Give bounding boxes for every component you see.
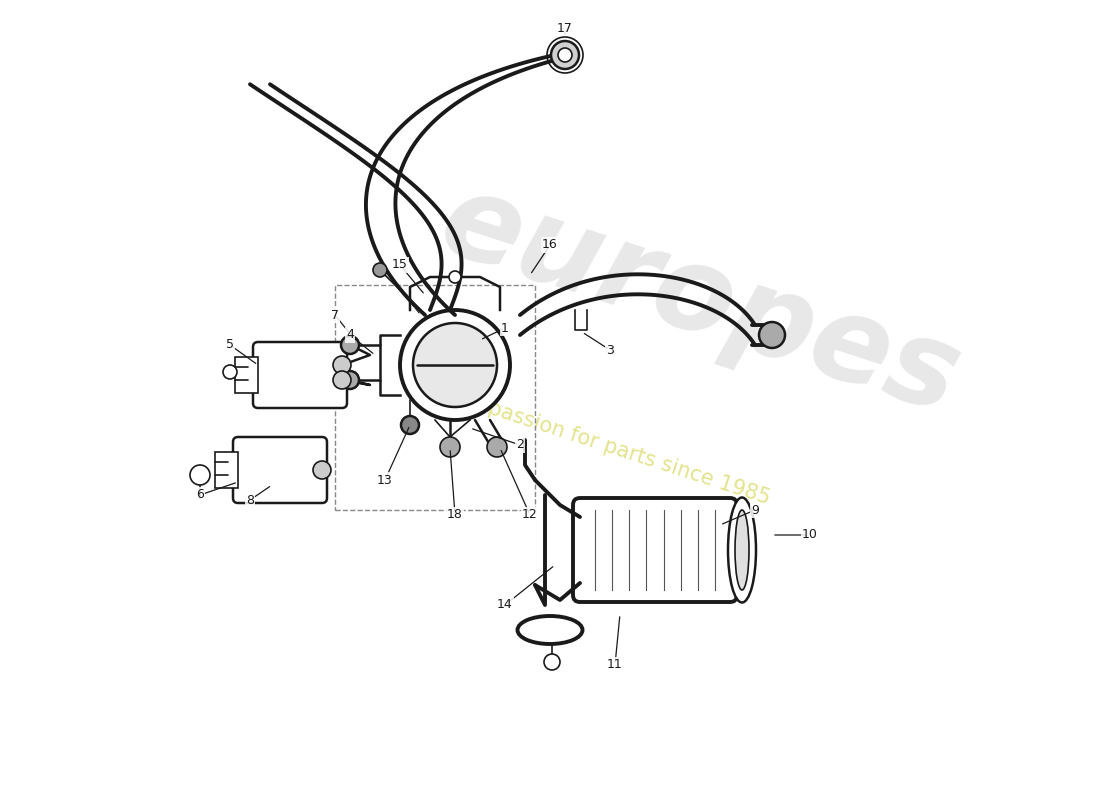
- FancyBboxPatch shape: [253, 342, 346, 408]
- Ellipse shape: [517, 616, 583, 644]
- Text: 9: 9: [751, 503, 759, 517]
- Circle shape: [551, 41, 579, 69]
- Text: a passion for parts since 1985: a passion for parts since 1985: [468, 392, 773, 508]
- Text: 14: 14: [497, 598, 513, 611]
- Circle shape: [223, 365, 236, 379]
- Text: 10: 10: [802, 529, 818, 542]
- Circle shape: [440, 437, 460, 457]
- FancyBboxPatch shape: [233, 437, 327, 503]
- Circle shape: [314, 461, 331, 479]
- Circle shape: [487, 437, 507, 457]
- Text: 18: 18: [447, 509, 463, 522]
- Circle shape: [333, 371, 351, 389]
- Text: 6: 6: [196, 489, 204, 502]
- Ellipse shape: [735, 510, 749, 590]
- Text: 4: 4: [346, 329, 354, 342]
- Text: 17: 17: [557, 22, 573, 34]
- Circle shape: [333, 356, 351, 374]
- Text: 12: 12: [522, 509, 538, 522]
- Text: 2: 2: [516, 438, 524, 451]
- Text: 5: 5: [226, 338, 234, 351]
- Text: 3: 3: [606, 343, 614, 357]
- Text: 8: 8: [246, 494, 254, 506]
- Bar: [336, 285, 535, 510]
- Circle shape: [341, 336, 359, 354]
- Text: 13: 13: [377, 474, 393, 486]
- Text: 11: 11: [607, 658, 623, 671]
- Circle shape: [373, 263, 387, 277]
- Bar: [214, 452, 238, 488]
- Circle shape: [544, 654, 560, 670]
- Circle shape: [412, 323, 497, 407]
- Circle shape: [341, 371, 359, 389]
- Circle shape: [190, 465, 210, 485]
- Circle shape: [402, 416, 419, 434]
- Text: 15: 15: [392, 258, 408, 271]
- Circle shape: [449, 271, 461, 283]
- Text: europes: europes: [427, 162, 974, 438]
- Circle shape: [400, 310, 510, 420]
- Text: 16: 16: [542, 238, 558, 251]
- Text: 1: 1: [502, 322, 509, 334]
- Text: 7: 7: [331, 309, 339, 322]
- FancyBboxPatch shape: [573, 498, 737, 602]
- Bar: [235, 357, 258, 393]
- Circle shape: [558, 48, 572, 62]
- Ellipse shape: [728, 498, 756, 602]
- Circle shape: [759, 322, 785, 348]
